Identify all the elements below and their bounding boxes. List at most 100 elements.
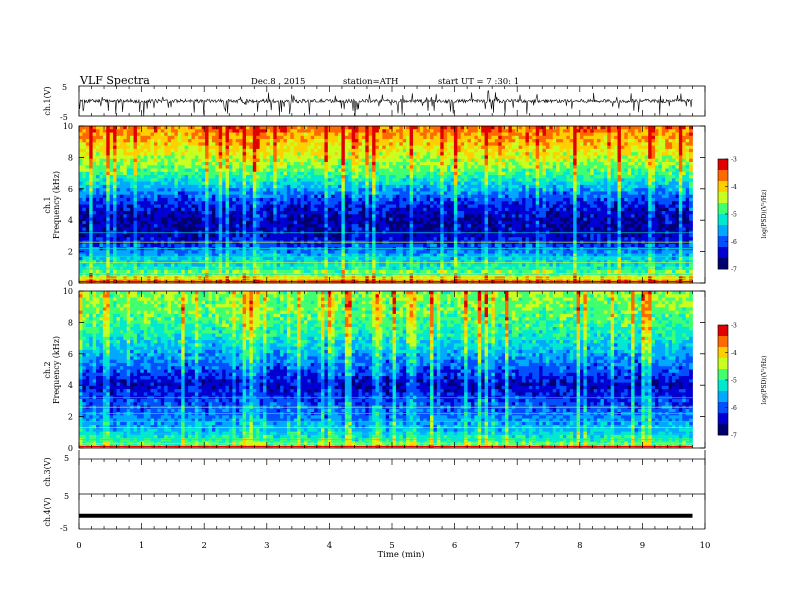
spectrogram-cell <box>276 155 281 160</box>
spectrogram-cell <box>106 132 111 137</box>
spectrogram-cell <box>198 201 203 205</box>
spectrogram-cell <box>338 178 342 182</box>
spectrogram-cell <box>426 175 431 179</box>
spectrogram-cell <box>627 165 632 169</box>
spectrogram-cell <box>300 188 305 192</box>
spectrogram-cell <box>474 201 479 205</box>
spectrogram-cell <box>447 178 451 182</box>
spectrogram-cell <box>419 126 424 130</box>
spectrogram-cell <box>682 168 687 173</box>
spectrogram-cell <box>358 142 363 147</box>
spectrogram-cell <box>82 175 87 179</box>
spectrogram-cell <box>215 207 220 212</box>
spectrogram-cell <box>290 129 295 133</box>
spectrogram-cell <box>654 191 659 196</box>
spectrogram-cell <box>566 175 571 179</box>
spectrogram-cell <box>644 139 649 143</box>
spectrogram-cell <box>116 165 121 169</box>
spectrogram-cell <box>303 168 308 173</box>
spectrogram-cell <box>467 197 472 202</box>
spectrogram-cell <box>518 178 523 182</box>
spectrogram-cell <box>320 188 325 192</box>
spectrogram-cell <box>283 142 288 147</box>
spectrogram-cell <box>351 126 356 130</box>
spectrogram-cell <box>689 129 693 133</box>
spectrogram-cell <box>498 178 503 182</box>
spectrogram-cell <box>562 161 567 166</box>
spectrogram-cell <box>320 126 325 130</box>
spectrogram-cell <box>539 155 543 160</box>
spectrogram-cell <box>341 129 346 133</box>
spectrogram-cell <box>389 214 393 218</box>
spectrogram-cell <box>549 207 554 212</box>
spectrogram-cell <box>290 155 295 160</box>
spectrogram-cell <box>522 142 526 147</box>
spectrogram-cell <box>590 165 595 169</box>
spectrogram-cell <box>201 135 206 140</box>
spectrogram-cell <box>436 171 441 176</box>
spectrogram-cell <box>320 201 325 205</box>
spectrogram-cell <box>242 158 247 163</box>
spectrogram-cell <box>440 135 445 140</box>
spectrogram-cell <box>413 165 417 169</box>
spectrogram-cell <box>583 145 588 150</box>
spectrogram-cell <box>119 145 124 150</box>
spectrogram-cell <box>375 165 380 169</box>
spectrogram-cell <box>641 197 646 202</box>
spectrogram-cell <box>580 171 584 176</box>
spectrogram-cell <box>433 152 438 156</box>
spectrogram-cell <box>447 158 451 163</box>
spectrogram-cell <box>586 207 591 212</box>
spectrogram-cell <box>566 201 571 205</box>
spectrogram-cell <box>627 168 632 173</box>
spectrogram-cell <box>99 171 104 176</box>
spectrogram-cell <box>508 129 513 133</box>
spectrogram-cell <box>109 158 114 163</box>
spectrogram-cell <box>126 168 131 173</box>
spectrogram-cell <box>467 178 472 182</box>
spectrogram-cell <box>467 207 472 212</box>
spectrogram-cell <box>82 197 87 202</box>
spectrogram-cell <box>222 207 226 212</box>
spectrogram-cell <box>171 132 175 137</box>
spectrogram-cell <box>331 142 336 147</box>
spectrogram-cell <box>307 126 312 130</box>
spectrogram-cell <box>324 132 329 137</box>
spectrogram-cell <box>603 132 608 137</box>
spectrogram-cell <box>413 191 417 196</box>
spectrogram-cell <box>102 207 107 212</box>
spectrogram-cell <box>631 152 635 156</box>
spectrogram-cell <box>252 145 257 150</box>
spectrogram-cell <box>406 201 410 205</box>
spectrogram-cell <box>580 158 584 163</box>
spectrogram-cell <box>453 139 458 143</box>
spectrogram-cell <box>481 168 485 173</box>
spectrogram-cell <box>501 126 506 130</box>
spectrogram-cell <box>181 161 186 166</box>
spectrogram-cell <box>590 139 595 143</box>
spectrogram-cell <box>409 135 414 140</box>
spectrogram-cell <box>426 139 431 143</box>
spectrogram-cell <box>174 204 179 209</box>
spectrogram-cell <box>331 148 336 153</box>
spectrogram-cell <box>92 197 97 202</box>
spectrogram-cell <box>453 181 458 186</box>
spectrogram-cell <box>637 132 642 137</box>
spectrogram-cell <box>545 178 550 182</box>
spectrogram-cell <box>559 132 564 137</box>
spectrogram-cell <box>205 197 209 202</box>
spectrogram-cell <box>644 204 649 209</box>
spectrogram-cell <box>610 197 615 202</box>
spectrogram-cell <box>194 155 199 160</box>
spectrogram-cell <box>252 139 257 143</box>
spectrogram-cell <box>341 181 346 186</box>
spectrogram-cell <box>232 152 237 156</box>
spectrogram-cell <box>123 155 128 160</box>
spectrogram-cell <box>477 155 482 160</box>
spectrogram-cell <box>419 214 424 218</box>
spectrogram-cell <box>188 214 192 218</box>
spectrogram-cell <box>511 175 516 179</box>
spectrogram-cell <box>491 148 496 153</box>
spectrogram-cell <box>143 152 148 156</box>
spectrogram-cell <box>174 155 179 160</box>
